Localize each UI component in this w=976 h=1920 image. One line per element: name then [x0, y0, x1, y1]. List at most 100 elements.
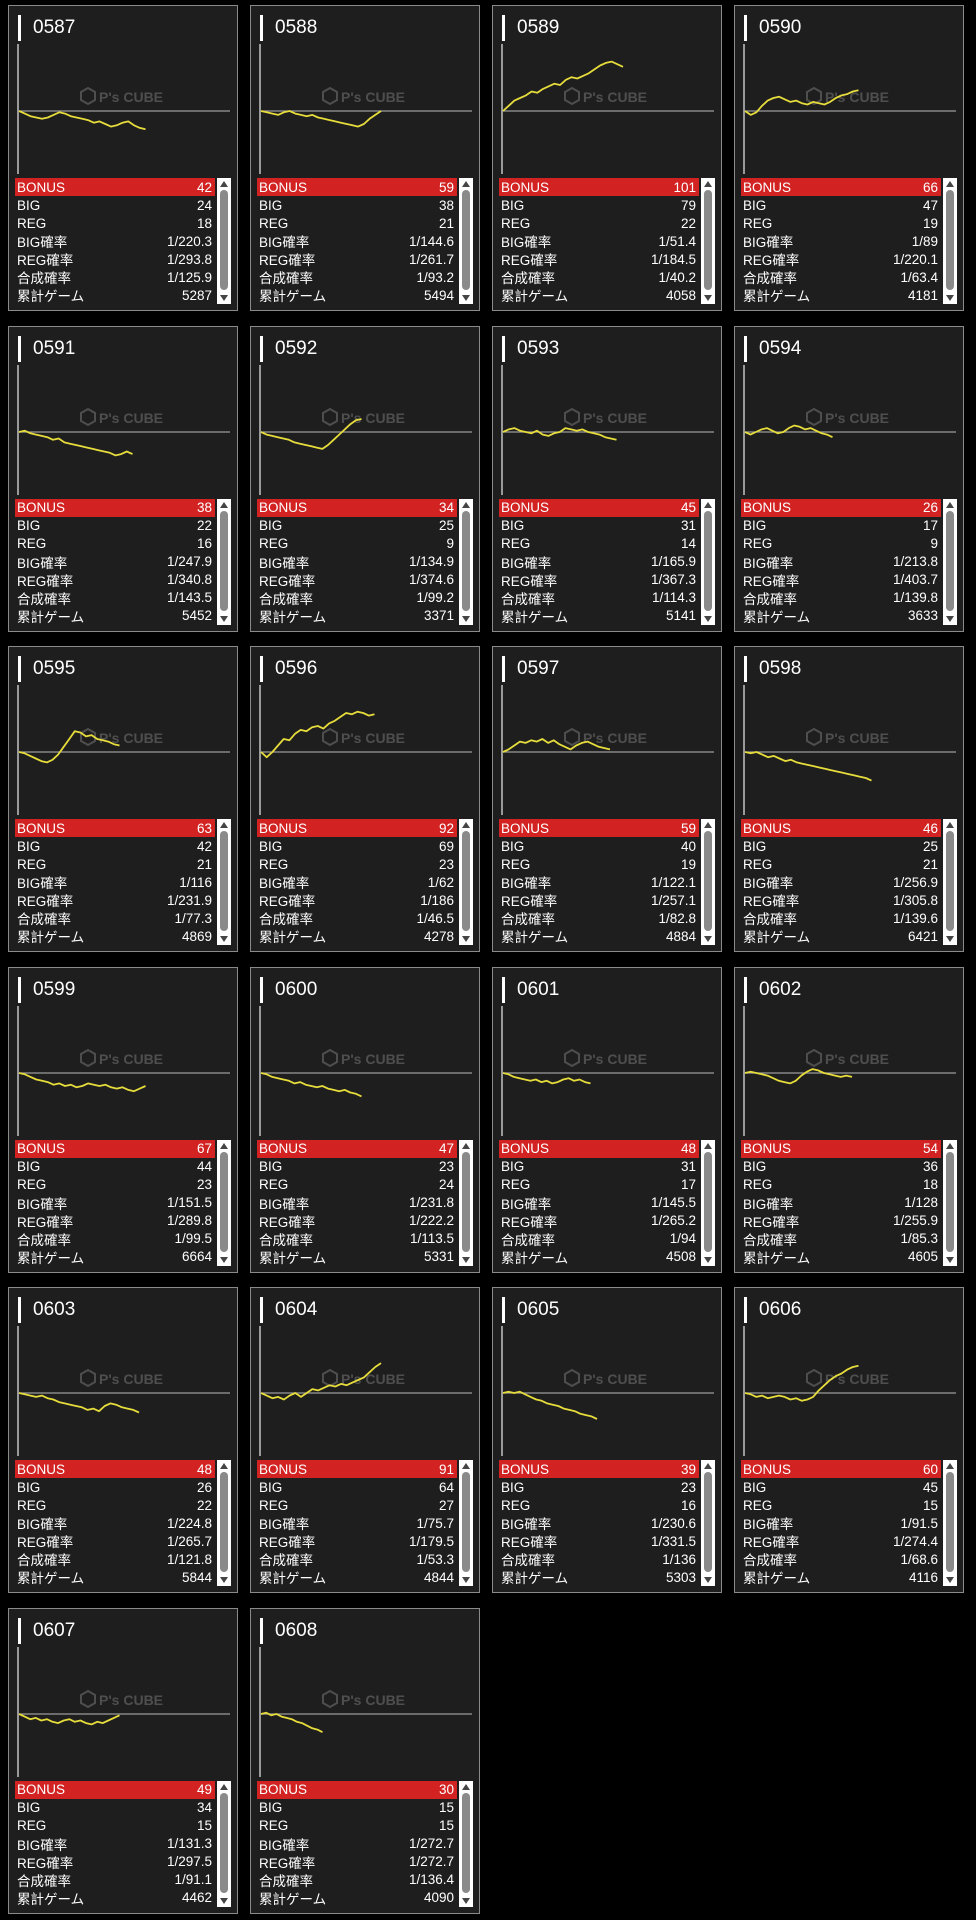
stats-scrollbar[interactable]: [701, 1460, 715, 1586]
scroll-up-arrow-icon[interactable]: [220, 181, 228, 187]
scroll-up-arrow-icon[interactable]: [220, 1142, 228, 1149]
scroll-thumb[interactable]: [946, 510, 954, 611]
scroll-up-arrow-icon[interactable]: [946, 501, 954, 508]
stats-scrollbar[interactable]: [459, 178, 473, 304]
scroll-up-arrow-icon[interactable]: [704, 1463, 712, 1469]
stats-scrollbar[interactable]: [217, 1780, 231, 1907]
scroll-down-arrow-icon[interactable]: [946, 1256, 954, 1263]
scroll-down-arrow-icon[interactable]: [704, 295, 712, 301]
scroll-down-arrow-icon[interactable]: [220, 936, 228, 942]
scroll-up-arrow-icon[interactable]: [462, 1142, 470, 1149]
scroll-down-arrow-icon[interactable]: [462, 1256, 470, 1263]
machine-card[interactable]: P's CUBE 0604 BONUS 91 BIG 64 REG 27 BIG確率 1/75.7…: [250, 1287, 480, 1593]
scroll-thumb[interactable]: [704, 831, 712, 931]
scroll-thumb[interactable]: [946, 1151, 954, 1252]
machine-card[interactable]: P's CUBE 0606 BONUS 60 BIG 45 REG 15 BIG確率 1/91.5…: [734, 1287, 964, 1593]
scroll-down-arrow-icon[interactable]: [946, 1577, 954, 1583]
stats-scrollbar[interactable]: [943, 178, 957, 304]
scroll-down-arrow-icon[interactable]: [462, 615, 470, 622]
scroll-up-arrow-icon[interactable]: [220, 822, 228, 828]
scroll-thumb[interactable]: [220, 190, 228, 290]
scroll-down-arrow-icon[interactable]: [462, 936, 470, 942]
scroll-thumb[interactable]: [462, 1472, 470, 1572]
scroll-up-arrow-icon[interactable]: [462, 822, 470, 828]
scroll-thumb[interactable]: [462, 1151, 470, 1252]
machine-card[interactable]: P's CUBE 0592 BONUS 34 BIG 25 REG 9 BIG確率 1/134.9…: [250, 325, 480, 632]
scroll-up-arrow-icon[interactable]: [704, 1142, 712, 1149]
scroll-thumb[interactable]: [220, 1151, 228, 1252]
machine-card[interactable]: P's CUBE 0596 BONUS 92 BIG 69 REG 23 BIG確率 1/62 RE…: [250, 646, 480, 952]
stats-scrollbar[interactable]: [217, 178, 231, 304]
machine-card[interactable]: P's CUBE 0595 BONUS 63 BIG 42 REG 21 BIG確率 1/116 R…: [8, 646, 238, 952]
scroll-up-arrow-icon[interactable]: [946, 1463, 954, 1469]
scroll-thumb[interactable]: [220, 1792, 228, 1893]
machine-card[interactable]: P's CUBE 0602 BONUS 54 BIG 36 REG 18 BIG確率 1/128 R…: [734, 966, 964, 1273]
scroll-up-arrow-icon[interactable]: [462, 501, 470, 508]
machine-card[interactable]: P's CUBE 0600 BONUS 47 BIG 23 REG 24 BIG確率 1/231.…: [250, 966, 480, 1273]
machine-card[interactable]: P's CUBE 0601 BONUS 48 BIG 31 REG 17 BIG確率 1/145.…: [492, 966, 722, 1273]
stats-scrollbar[interactable]: [217, 819, 231, 945]
scroll-down-arrow-icon[interactable]: [462, 1577, 470, 1583]
scroll-thumb[interactable]: [946, 831, 954, 931]
stats-scrollbar[interactable]: [701, 178, 715, 304]
scroll-up-arrow-icon[interactable]: [704, 822, 712, 828]
scroll-down-arrow-icon[interactable]: [704, 1577, 712, 1583]
scroll-thumb[interactable]: [704, 1472, 712, 1572]
scroll-up-arrow-icon[interactable]: [220, 1783, 228, 1790]
scroll-down-arrow-icon[interactable]: [462, 1897, 470, 1904]
stats-scrollbar[interactable]: [217, 1460, 231, 1586]
machine-card[interactable]: P's CUBE 0598 BONUS 46 BIG 25 REG 21 BIG確率 1/256.…: [734, 646, 964, 952]
machine-card[interactable]: P's CUBE 0607 BONUS 49 BIG 34 REG 15 BIG確率 1/131.…: [8, 1607, 238, 1914]
scroll-thumb[interactable]: [462, 831, 470, 931]
scroll-up-arrow-icon[interactable]: [220, 501, 228, 508]
machine-card[interactable]: P's CUBE 0594 BONUS 26 BIG 17 REG 9 BIG確率 1/213.8…: [734, 325, 964, 632]
stats-scrollbar[interactable]: [459, 819, 473, 945]
scroll-down-arrow-icon[interactable]: [220, 1897, 228, 1904]
scroll-up-arrow-icon[interactable]: [704, 501, 712, 508]
stats-scrollbar[interactable]: [459, 1780, 473, 1907]
scroll-thumb[interactable]: [946, 190, 954, 290]
scroll-thumb[interactable]: [462, 1792, 470, 1893]
scroll-up-arrow-icon[interactable]: [220, 1463, 228, 1469]
scroll-up-arrow-icon[interactable]: [946, 181, 954, 187]
machine-card[interactable]: P's CUBE 0588 BONUS 59 BIG 38 REG 21 BIG確率 1/144.…: [250, 5, 480, 311]
scroll-down-arrow-icon[interactable]: [704, 615, 712, 622]
stats-scrollbar[interactable]: [459, 498, 473, 625]
scroll-thumb[interactable]: [946, 1472, 954, 1572]
scroll-down-arrow-icon[interactable]: [220, 1256, 228, 1263]
scroll-thumb[interactable]: [704, 510, 712, 611]
stats-scrollbar[interactable]: [459, 1139, 473, 1266]
machine-card[interactable]: P's CUBE 0591 BONUS 38 BIG 22 REG 16 BIG確率 1/247.…: [8, 325, 238, 632]
scroll-thumb[interactable]: [220, 1472, 228, 1572]
scroll-down-arrow-icon[interactable]: [704, 936, 712, 942]
stats-scrollbar[interactable]: [943, 498, 957, 625]
scroll-down-arrow-icon[interactable]: [220, 1577, 228, 1583]
machine-card[interactable]: P's CUBE 0587 BONUS 42 BIG 24 REG 18 BIG確率 1/220.…: [8, 5, 238, 311]
scroll-up-arrow-icon[interactable]: [462, 1463, 470, 1469]
stats-scrollbar[interactable]: [459, 1460, 473, 1586]
stats-scrollbar[interactable]: [943, 819, 957, 945]
machine-card[interactable]: P's CUBE 0593 BONUS 45 BIG 31 REG 14 BIG確率 1/165.…: [492, 325, 722, 632]
machine-card[interactable]: P's CUBE 0597 BONUS 59 BIG 40 REG 19 BIG確率 1/122.…: [492, 646, 722, 952]
stats-scrollbar[interactable]: [701, 498, 715, 625]
scroll-up-arrow-icon[interactable]: [946, 1142, 954, 1149]
scroll-down-arrow-icon[interactable]: [220, 295, 228, 301]
scroll-up-arrow-icon[interactable]: [462, 1783, 470, 1790]
machine-card[interactable]: P's CUBE 0605 BONUS 39 BIG 23 REG 16 BIG確率 1/230.…: [492, 1287, 722, 1593]
machine-card[interactable]: P's CUBE 0603 BONUS 48 BIG 26 REG 22 BIG確率 1/224.…: [8, 1287, 238, 1593]
scroll-thumb[interactable]: [704, 190, 712, 290]
scroll-thumb[interactable]: [462, 510, 470, 611]
scroll-thumb[interactable]: [220, 831, 228, 931]
machine-card[interactable]: P's CUBE 0589 BONUS 101 BIG 79 REG 22 BIG確率 1/51.…: [492, 5, 722, 311]
scroll-up-arrow-icon[interactable]: [946, 822, 954, 828]
stats-scrollbar[interactable]: [943, 1139, 957, 1266]
scroll-down-arrow-icon[interactable]: [704, 1256, 712, 1263]
stats-scrollbar[interactable]: [217, 498, 231, 625]
scroll-thumb[interactable]: [704, 1151, 712, 1252]
machine-card[interactable]: P's CUBE 0599 BONUS 67 BIG 44 REG 23 BIG確率 1/151.…: [8, 966, 238, 1273]
scroll-down-arrow-icon[interactable]: [946, 615, 954, 622]
scroll-down-arrow-icon[interactable]: [946, 936, 954, 942]
scroll-down-arrow-icon[interactable]: [462, 295, 470, 301]
scroll-up-arrow-icon[interactable]: [704, 181, 712, 187]
stats-scrollbar[interactable]: [217, 1139, 231, 1266]
